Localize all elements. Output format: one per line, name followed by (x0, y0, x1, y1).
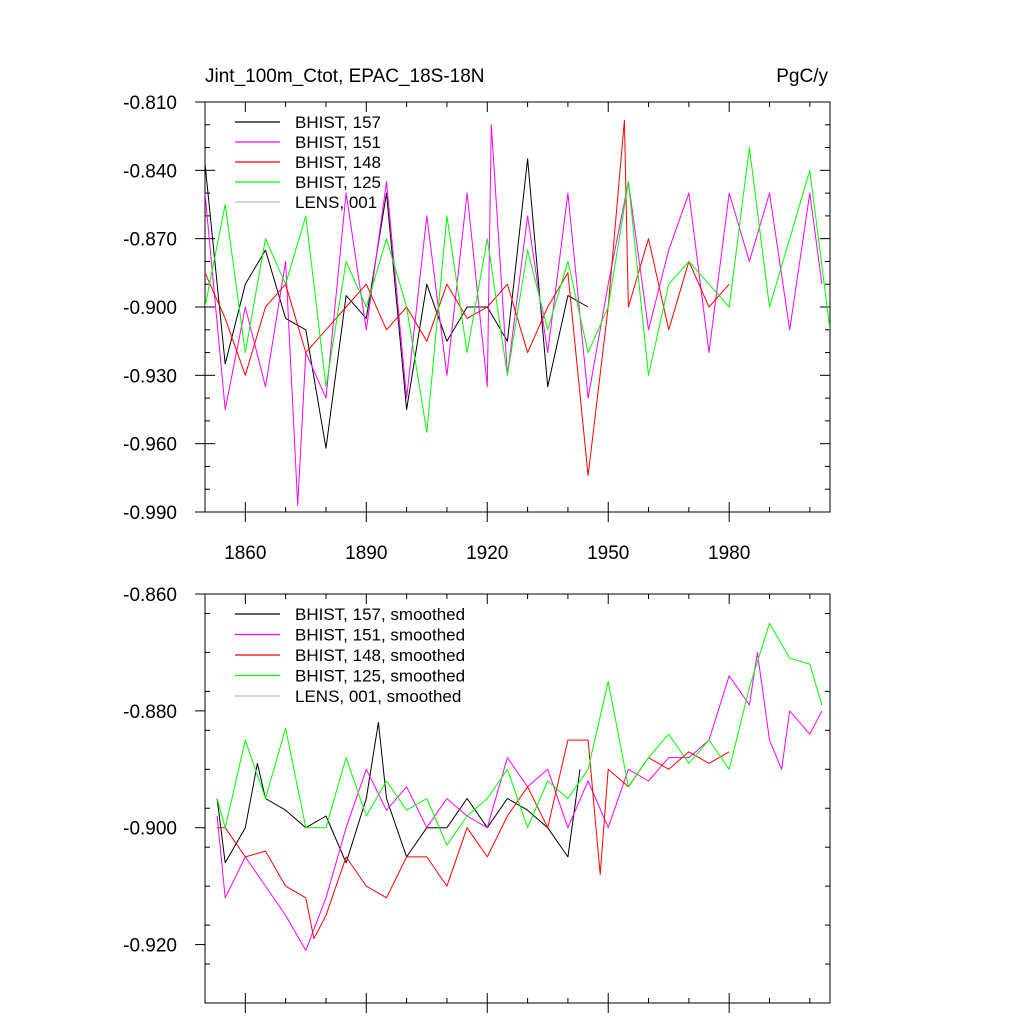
series-group (216, 622, 823, 951)
y-tick-label: -0.930 (123, 366, 177, 387)
bottom-panel: -0.860 -0.880 -0.900 -0.920 BHIST, 157, smoo… (123, 585, 831, 1013)
top-panel-title: Jint_100m_Ctot, EPAC_18S-18N (205, 66, 485, 87)
series-group (205, 119, 830, 506)
series-line (205, 124, 823, 506)
y-tick-label: -0.840 (123, 161, 177, 182)
top-panel: Jint_100m_Ctot, EPAC_18S-18N PgC/y 1860 1… (123, 66, 831, 564)
legend-entry: BHIST, 157, smoothed (295, 605, 465, 624)
y-tick-label: -0.960 (123, 435, 177, 456)
legend-entry: LENS, 001, smoothed (295, 687, 461, 706)
series-line (216, 622, 823, 846)
x-tick-label: 1860 (224, 543, 266, 564)
y-tick-label: -0.920 (123, 936, 177, 957)
series-line (216, 722, 581, 864)
series-line (205, 147, 830, 433)
y-tick-label: -0.990 (123, 503, 177, 524)
series-line (205, 158, 589, 449)
plot-frame (204, 593, 831, 1004)
y-tick-label: -0.880 (123, 702, 177, 723)
legend-entry: BHIST, 125, smoothed (295, 667, 465, 686)
x-tick-label: 1950 (587, 543, 629, 564)
series-line (216, 651, 823, 951)
y-tick-label: -0.870 (123, 230, 177, 251)
legend-entry: BHIST, 148, smoothed (295, 646, 465, 665)
legend-entry: BHIST, 157 (295, 113, 381, 132)
y-tick-label: -0.900 (123, 819, 177, 840)
legend-entry: BHIST, 125 (295, 173, 381, 192)
top-panel-units: PgC/y (776, 66, 828, 87)
y-tick-label: -0.900 (123, 298, 177, 319)
x-tick-label: 1920 (466, 543, 508, 564)
x-tick-label: 1890 (345, 543, 387, 564)
x-tick-label: 1980 (708, 543, 750, 564)
legend-entry: BHIST, 148 (295, 153, 381, 172)
legend-entry: LENS, 001 (295, 193, 377, 212)
legend-entry: BHIST, 151, smoothed (295, 626, 465, 645)
legend-entry: BHIST, 151 (295, 133, 381, 152)
y-tick-label: -0.860 (123, 585, 177, 606)
y-tick-label: -0.810 (123, 93, 177, 114)
series-line (205, 119, 730, 477)
